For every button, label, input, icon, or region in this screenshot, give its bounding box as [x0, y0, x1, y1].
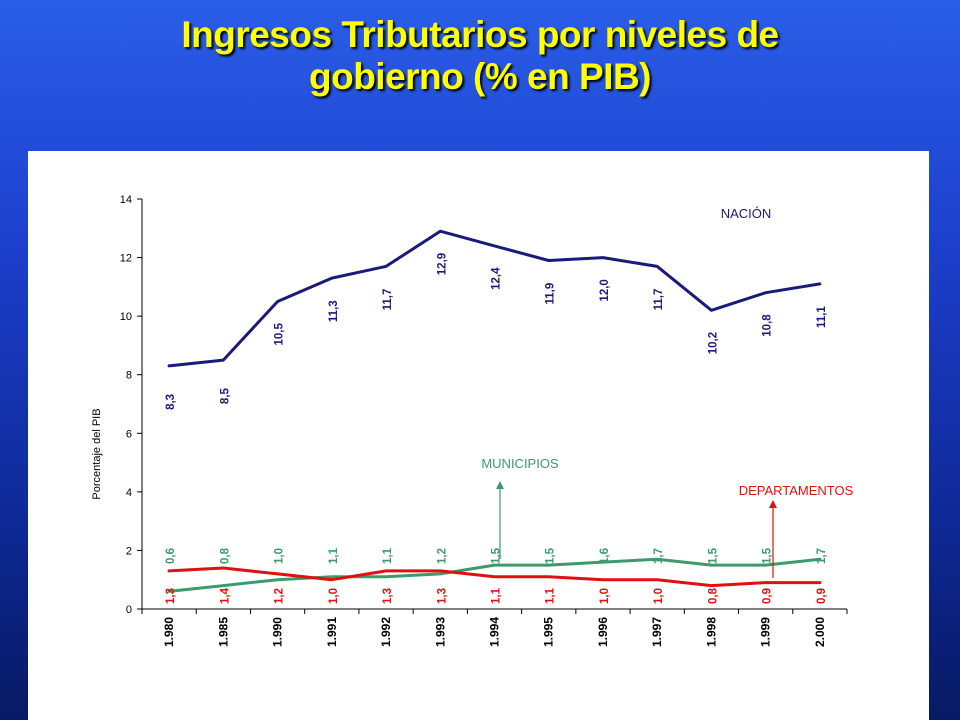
data-label-municipios: 0,6 [165, 548, 177, 564]
x-tick-label: 1.992 [379, 617, 393, 647]
data-label-municipios: 1,5 [545, 547, 557, 564]
data-label-municipios: 1,2 [436, 548, 448, 564]
data-label-nacion: 8,5 [219, 387, 231, 404]
annotation-municipios: MUNICIPIOS [481, 456, 559, 471]
data-label-nacion: 10,5 [274, 323, 286, 346]
x-tick-label: 1.999 [759, 617, 773, 647]
data-label-municipios: 1,5 [491, 547, 503, 564]
data-label-nacion: 11,3 [328, 300, 340, 322]
y-axis-label: Porcentaje del PIB [91, 408, 103, 499]
data-label-departamentos: 1,0 [653, 588, 665, 604]
series-line-nacion [167, 229, 822, 368]
data-label-departamentos: 1,1 [545, 587, 557, 604]
data-label-departamentos: 1,2 [274, 588, 286, 604]
x-tick-label: 1.993 [433, 617, 447, 647]
annotation-departamentos: DEPARTAMENTOS [739, 483, 854, 498]
data-label-municipios: 1,7 [653, 548, 665, 564]
data-label-municipios: 1,1 [382, 547, 394, 564]
x-tick-label: 1.980 [162, 617, 176, 647]
data-label-departamentos: 1,3 [165, 588, 177, 604]
chart-annotations: NACIÓN MUNICIPIOS DEPARTAMENTOS [481, 206, 854, 578]
data-label-nacion: 11,9 [545, 283, 557, 305]
x-tick-label: 1.994 [488, 617, 502, 647]
y-tick-label: 6 [126, 428, 132, 440]
data-label-departamentos: 1,3 [436, 588, 448, 604]
data-label-nacion: 11,7 [653, 289, 665, 311]
data-label-nacion: 12,4 [491, 267, 503, 290]
x-tick-label: 1.985 [216, 617, 230, 647]
data-label-municipios: 1,1 [328, 547, 340, 564]
data-label-municipios: 1,7 [816, 548, 828, 564]
y-tick-label: 0 [126, 604, 132, 616]
x-tick-label: 1.995 [542, 617, 556, 647]
data-label-departamentos: 1,0 [599, 588, 611, 604]
slide-title-line2: gobierno (% en PIB) [309, 56, 652, 97]
data-label-municipios: 1,6 [599, 548, 611, 564]
x-tick-label: 1.997 [650, 617, 664, 647]
data-labels: 8,3 8,5 10,5 11,3 11,7 12,9 12,4 11,9 12,0 11,7 10… [165, 253, 828, 604]
data-label-nacion: 10,8 [762, 314, 774, 337]
data-label-departamentos: 0,9 [762, 588, 774, 604]
data-label-nacion: 12,9 [436, 253, 448, 275]
data-label-municipios: 0,8 [219, 547, 231, 564]
slide-title-line1: Ingresos Tributarios por niveles de [181, 14, 779, 55]
y-tick-label: 10 [120, 311, 132, 323]
slide-title: Ingresos Tributarios por niveles de gobi… [0, 14, 960, 98]
data-label-municipios: 1,5 [707, 547, 719, 564]
y-tick-label: 14 [120, 194, 132, 206]
chart-axes: 0 2 4 6 8 10 12 14 1.980 1.985 1.990 1.991 1.992 1.99… [91, 194, 848, 647]
data-label-departamentos: 1,0 [328, 588, 340, 604]
arrow-municipios-head [496, 481, 504, 489]
y-tick-label: 12 [120, 253, 132, 265]
arrow-departamentos-head [769, 500, 777, 508]
x-tick-label: 1.991 [325, 617, 339, 647]
data-label-departamentos: 1,4 [219, 587, 231, 604]
series-lines [167, 229, 822, 593]
data-label-municipios: 1,0 [274, 548, 286, 564]
data-label-municipios: 1,5 [762, 547, 774, 564]
data-label-departamentos: 0,9 [816, 588, 828, 604]
data-label-nacion: 11,7 [382, 289, 394, 311]
series-line-departamentos [167, 566, 822, 588]
data-label-nacion: 12,0 [599, 279, 611, 301]
data-label-departamentos: 1,1 [491, 587, 503, 604]
data-label-nacion: 8,3 [165, 394, 177, 410]
data-label-departamentos: 1,3 [382, 588, 394, 604]
line-chart: 0 2 4 6 8 10 12 14 1.980 1.985 1.990 1.991 1.992 1.99… [91, 194, 854, 647]
annotation-nacion: NACIÓN [721, 206, 772, 221]
data-label-departamentos: 0,8 [707, 587, 719, 604]
y-tick-label: 8 [126, 370, 132, 382]
series-line-municipios [167, 557, 822, 593]
y-tick-label: 4 [126, 487, 132, 499]
data-label-nacion: 11,1 [816, 306, 828, 328]
data-label-nacion: 10,2 [707, 332, 719, 354]
y-tick-label: 2 [126, 545, 132, 557]
chart-panel: 0 2 4 6 8 10 12 14 1.980 1.985 1.990 1.991 1.992 1.99… [28, 151, 929, 720]
x-tick-label: 1.996 [596, 617, 610, 647]
x-tick-label: 2.000 [813, 617, 827, 647]
x-tick-label: 1.990 [271, 617, 285, 647]
x-tick-label: 1.998 [704, 617, 718, 647]
